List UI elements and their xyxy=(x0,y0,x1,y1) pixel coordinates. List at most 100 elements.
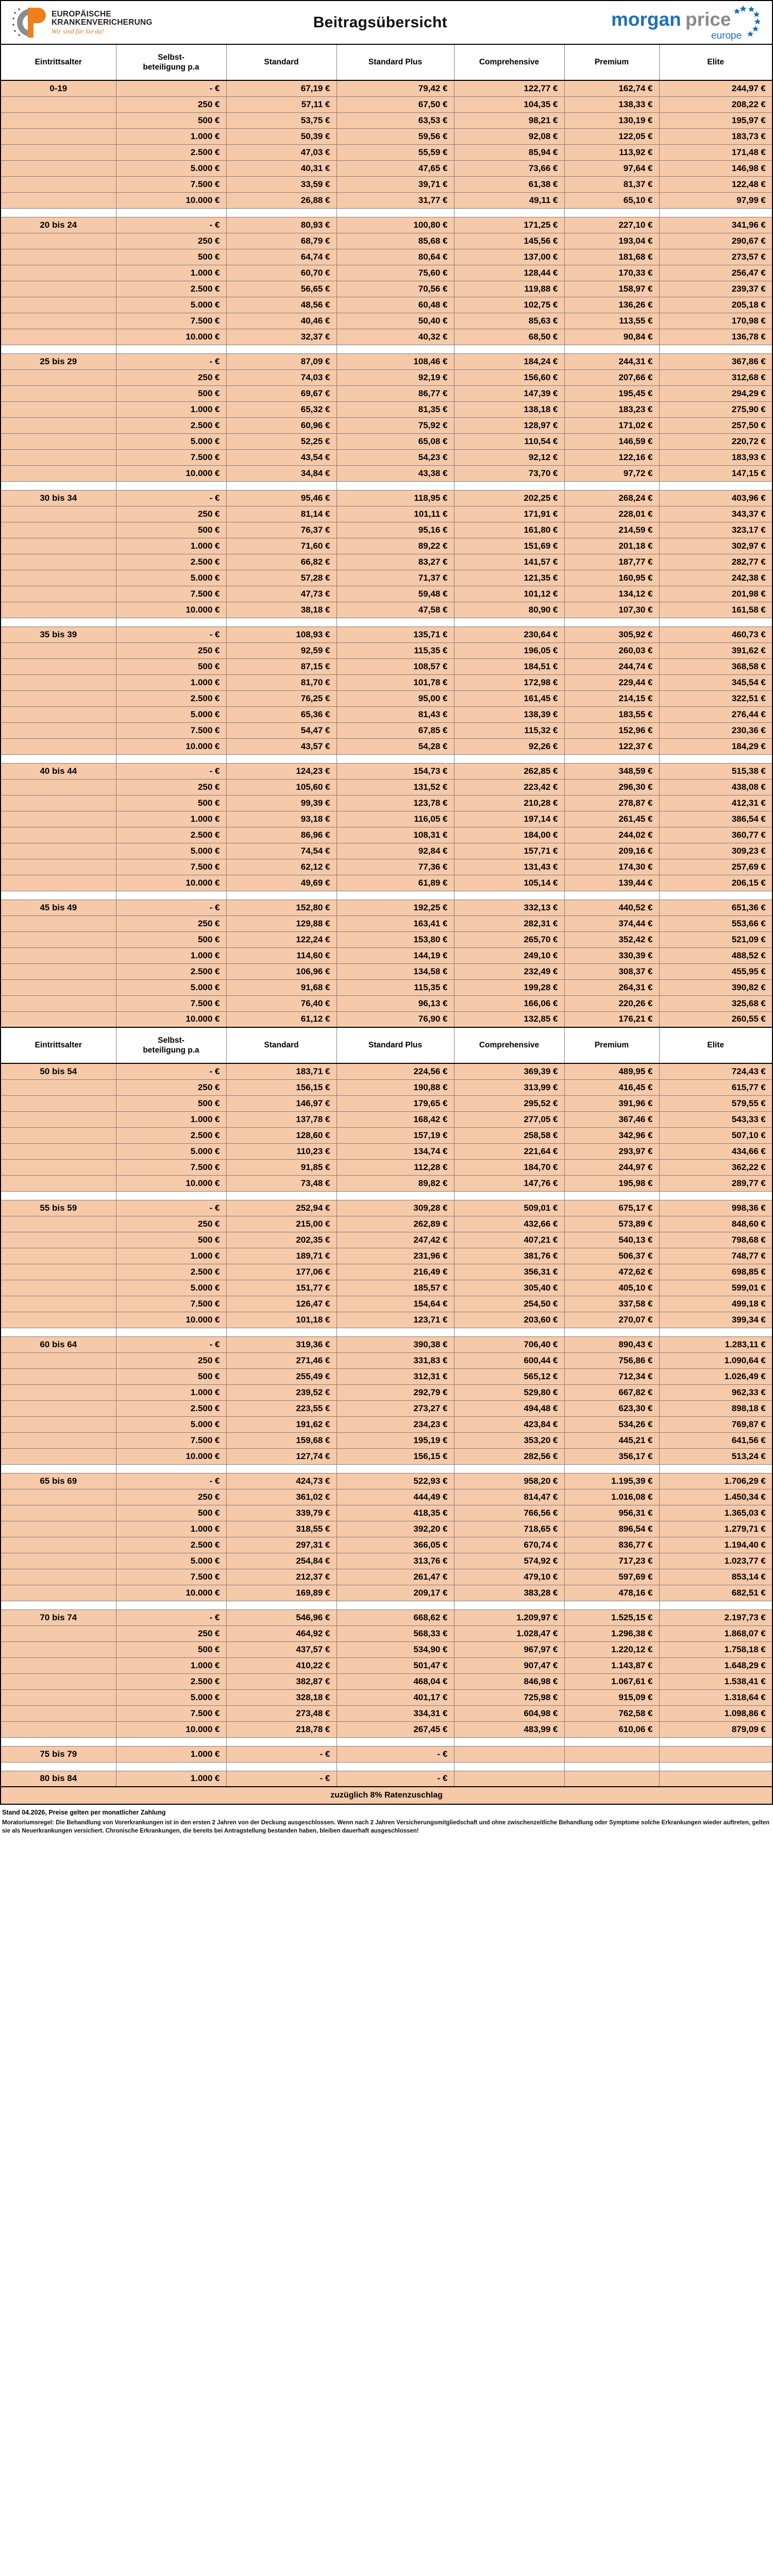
table-row: 2.500 €86,96 €108,31 €184,00 €244,02 €36… xyxy=(0,826,773,843)
deductible-cell: 250 € xyxy=(115,505,227,522)
age-group-cell xyxy=(0,1657,116,1674)
deductible-cell: 5.000 € xyxy=(115,1279,227,1296)
premium-cell: 407,21 € xyxy=(453,1231,565,1248)
premium-cell: 718,65 € xyxy=(453,1520,565,1537)
deductible-cell: 1.000 € xyxy=(115,1770,227,1787)
premium-cell: 568,33 € xyxy=(336,1625,455,1642)
spacer-cell xyxy=(336,1761,455,1771)
deductible-cell: 10.000 € xyxy=(115,874,227,891)
spacer-cell xyxy=(453,1761,565,1771)
footer-notes: Stand 04.2026, Preise gelten per monatli… xyxy=(0,1805,773,1841)
deductible-cell: 250 € xyxy=(115,778,227,795)
premium-cell: 179,65 € xyxy=(336,1095,455,1112)
premium-cell: 60,96 € xyxy=(226,417,337,434)
table-row: 5.000 €57,28 €71,37 €121,35 €160,95 €242… xyxy=(0,569,773,586)
premium-cell: 257,50 € xyxy=(659,417,773,434)
premium-cell: 138,39 € xyxy=(453,706,565,723)
table-row: 10.000 €61,12 €76,90 €132,85 €176,21 €26… xyxy=(0,1011,773,1028)
deductible-cell: 10.000 € xyxy=(115,601,227,618)
block-spacer-row xyxy=(0,617,773,627)
premium-cell: 81,43 € xyxy=(336,706,455,723)
table-row: 500 €69,67 €86,77 €147,39 €195,45 €294,2… xyxy=(0,385,773,402)
premium-cell: 201,98 € xyxy=(659,585,773,602)
premium-cell: 67,19 € xyxy=(226,80,337,97)
premium-cell: 172,98 € xyxy=(453,674,565,691)
premium-cell: 79,42 € xyxy=(336,80,455,97)
age-group-cell xyxy=(0,328,116,345)
premium-cell: 171,91 € xyxy=(453,505,565,522)
premium-cell: 87,15 € xyxy=(226,658,337,675)
premium-cell: 597,69 € xyxy=(564,1568,660,1585)
table-row: 250 €129,88 €163,41 €282,31 €374,44 €553… xyxy=(0,915,773,932)
spacer-cell xyxy=(336,617,455,627)
premium-cell: 26,88 € xyxy=(226,192,337,209)
spacer-cell xyxy=(453,344,565,354)
premium-cell: 210,28 € xyxy=(453,794,565,811)
deductible-cell: 7.500 € xyxy=(115,995,227,1012)
premium-cell: 199,28 € xyxy=(453,979,565,996)
column-header-comprehensive: Comprehensive xyxy=(453,1027,565,1064)
premium-cell: 506,37 € xyxy=(564,1247,660,1264)
premium-cell: 295,52 € xyxy=(453,1095,565,1112)
premium-cell: 499,18 € xyxy=(659,1295,773,1312)
premium-cell: 54,28 € xyxy=(336,738,455,755)
table-row: 2.500 €76,25 €95,00 €161,45 €214,15 €322… xyxy=(0,690,773,707)
table-row: 7.500 €76,40 €96,13 €166,06 €220,26 €325… xyxy=(0,995,773,1012)
age-group-cell xyxy=(0,248,116,265)
premium-cell: 302,97 € xyxy=(659,537,773,554)
premium-cell: 260,03 € xyxy=(564,642,660,659)
premium-cell: 63,53 € xyxy=(336,112,455,129)
deductible-cell: - € xyxy=(115,1199,227,1216)
age-group-cell xyxy=(0,1448,116,1465)
premium-cell: 896,54 € xyxy=(564,1520,660,1537)
premium-cell: 2.197,73 € xyxy=(659,1609,773,1626)
premium-cell: 118,95 € xyxy=(336,489,455,506)
age-group-cell xyxy=(0,1159,116,1176)
premium-cell: 262,85 € xyxy=(453,762,565,779)
premium-cell: 668,62 € xyxy=(336,1609,455,1626)
premium-cell: 270,07 € xyxy=(564,1311,660,1328)
premium-cell: 132,85 € xyxy=(453,1011,565,1028)
premium-cell: 231,96 € xyxy=(336,1247,455,1264)
age-group-cell xyxy=(0,192,116,209)
column-header-standard: Standard xyxy=(226,1027,337,1064)
spacer-cell xyxy=(564,1761,660,1771)
deductible-cell: 1.000 € xyxy=(115,128,227,145)
premium-cell: 126,47 € xyxy=(226,1295,337,1312)
premium-cell: 71,60 € xyxy=(226,537,337,554)
premium-cell: 543,33 € xyxy=(659,1111,773,1128)
age-group-cell: 70 bis 74 xyxy=(0,1609,116,1626)
premium-cell: 171,25 € xyxy=(453,216,565,233)
spacer-cell xyxy=(0,1327,116,1337)
premium-cell: 254,50 € xyxy=(453,1295,565,1312)
premium-cell: 81,70 € xyxy=(226,674,337,691)
table-row: 500 €76,37 €95,16 €161,80 €214,59 €323,1… xyxy=(0,521,773,538)
premium-cell: 195,45 € xyxy=(564,385,660,402)
premium-cell: 239,52 € xyxy=(226,1384,337,1401)
deductible-cell: 500 € xyxy=(115,1641,227,1658)
premium-cell: 68,79 € xyxy=(226,232,337,249)
premium-cell: - € xyxy=(336,1770,455,1787)
premium-cell: 80,90 € xyxy=(453,601,565,618)
premium-cell: 507,10 € xyxy=(659,1127,773,1144)
table-row: 1.000 €71,60 €89,22 €151,69 €201,18 €302… xyxy=(0,537,773,554)
table-row: 5.000 €191,62 €234,23 €423,84 €534,26 €7… xyxy=(0,1416,773,1433)
deductible-cell: 7.500 € xyxy=(115,1705,227,1722)
age-group-cell xyxy=(0,979,116,996)
deductible-cell: 2.500 € xyxy=(115,690,227,707)
age-group-cell xyxy=(0,1384,116,1401)
deductible-cell: 500 € xyxy=(115,521,227,538)
age-group-cell xyxy=(0,1416,116,1433)
premium-cell: 521,09 € xyxy=(659,931,773,948)
premium-cell: 146,59 € xyxy=(564,433,660,450)
premium-cell: 115,35 € xyxy=(336,979,455,996)
footer-moratorium-note: Moratoriumsregel: Die Behandlung von Vor… xyxy=(2,1820,770,1835)
age-group-cell xyxy=(0,706,116,723)
spacer-cell xyxy=(0,754,116,764)
spacer-cell xyxy=(226,1464,337,1473)
premium-cell: 50,40 € xyxy=(336,312,455,329)
premium-cell: 1.098,86 € xyxy=(659,1705,773,1722)
premium-cell xyxy=(659,1770,773,1787)
premium-cell: 766,56 € xyxy=(453,1504,565,1521)
premium-cell: 40,31 € xyxy=(226,160,337,177)
